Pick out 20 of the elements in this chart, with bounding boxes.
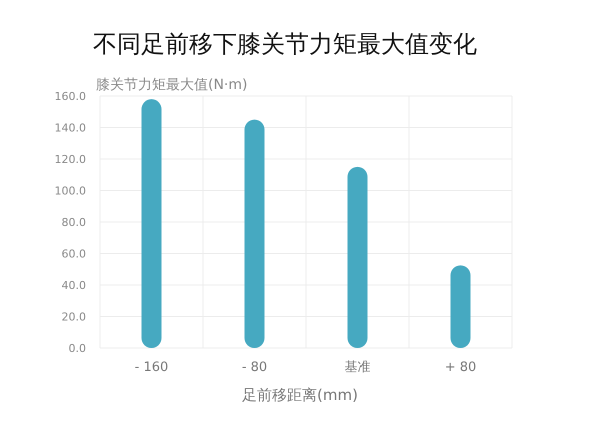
x-tick-label: - 80: [242, 360, 268, 375]
bar: [348, 166, 368, 348]
y-tick-label: 20.0: [62, 310, 86, 324]
y-axis-title: 膝关节力矩最大值(N·m): [96, 77, 248, 93]
y-tick-label: 60.0: [62, 248, 86, 260]
x-tick-label: - 160: [134, 360, 168, 375]
y-tick-label: 140.0: [54, 122, 86, 134]
chart-title: 不同足前移下膝关节力矩最大值变化: [93, 30, 477, 58]
y-tick-label: 0.0: [68, 342, 86, 355]
x-tick-label: + 80: [444, 360, 476, 375]
bar: [142, 99, 162, 348]
y-tick-label: 100.0: [54, 184, 86, 198]
x-tick-label: 基准: [344, 360, 370, 375]
y-tick-label: 160.0: [54, 90, 86, 103]
y-tick-label: 120.0: [54, 153, 86, 166]
bar: [244, 120, 264, 348]
x-axis-title: 足前移距离(mm): [242, 386, 358, 404]
y-tick-label: 40.0: [62, 279, 86, 292]
y-tick-label: 80.0: [62, 216, 86, 229]
bar: [450, 265, 470, 348]
